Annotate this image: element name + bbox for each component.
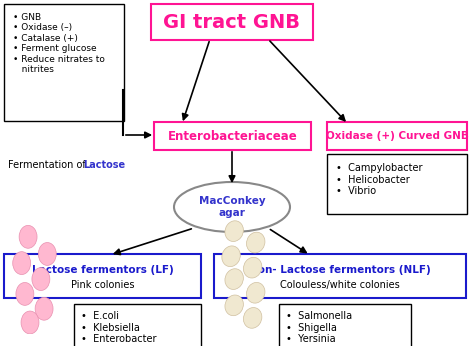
FancyBboxPatch shape <box>214 254 466 298</box>
Ellipse shape <box>246 232 265 253</box>
Ellipse shape <box>21 311 39 334</box>
FancyBboxPatch shape <box>327 154 467 214</box>
Ellipse shape <box>19 226 37 248</box>
Text: Pink colonies: Pink colonies <box>71 280 134 290</box>
FancyBboxPatch shape <box>327 122 467 150</box>
Ellipse shape <box>35 297 53 320</box>
FancyBboxPatch shape <box>279 304 411 346</box>
Text: Lactose: Lactose <box>83 160 125 170</box>
Text: Lactose fermentors (LF): Lactose fermentors (LF) <box>32 265 173 275</box>
Text: •  Salmonella
•  Shigella
•  Yersinia
•  Proteus: • Salmonella • Shigella • Yersinia • Pro… <box>286 311 352 346</box>
Ellipse shape <box>222 246 240 266</box>
Ellipse shape <box>13 252 31 274</box>
Ellipse shape <box>16 282 34 306</box>
Text: Non- Lactose fermentors (NLF): Non- Lactose fermentors (NLF) <box>249 265 431 275</box>
FancyBboxPatch shape <box>151 4 313 40</box>
Ellipse shape <box>174 182 290 232</box>
Ellipse shape <box>32 268 50 291</box>
Ellipse shape <box>244 257 262 278</box>
FancyBboxPatch shape <box>4 4 124 121</box>
Text: Oxidase (+) Curved GNB: Oxidase (+) Curved GNB <box>326 131 468 141</box>
Ellipse shape <box>244 308 262 328</box>
Ellipse shape <box>225 269 243 289</box>
Ellipse shape <box>225 221 243 242</box>
Ellipse shape <box>225 295 243 316</box>
Ellipse shape <box>246 282 265 303</box>
Text: Enterobacteriaceae: Enterobacteriaceae <box>168 129 297 143</box>
Text: • GNB
• Oxidase (–)
• Catalase (+)
• Ferment glucose
• Reduce nitrates to
   nit: • GNB • Oxidase (–) • Catalase (+) • Fer… <box>13 13 105 74</box>
FancyBboxPatch shape <box>4 254 201 298</box>
Ellipse shape <box>38 243 56 265</box>
Text: MacConkey
agar: MacConkey agar <box>199 196 265 218</box>
Text: •  Campylobacter
•  Helicobacter
•  Vibrio: • Campylobacter • Helicobacter • Vibrio <box>336 163 422 196</box>
Text: •  E.coli
•  Klebsiella
•  Enterobacter: • E.coli • Klebsiella • Enterobacter <box>81 311 156 344</box>
FancyBboxPatch shape <box>74 304 201 346</box>
FancyBboxPatch shape <box>154 122 311 150</box>
Text: Fermentation of: Fermentation of <box>8 160 89 170</box>
Text: Colouless/white colonies: Colouless/white colonies <box>280 280 400 290</box>
Text: GI tract GNB: GI tract GNB <box>164 12 301 31</box>
